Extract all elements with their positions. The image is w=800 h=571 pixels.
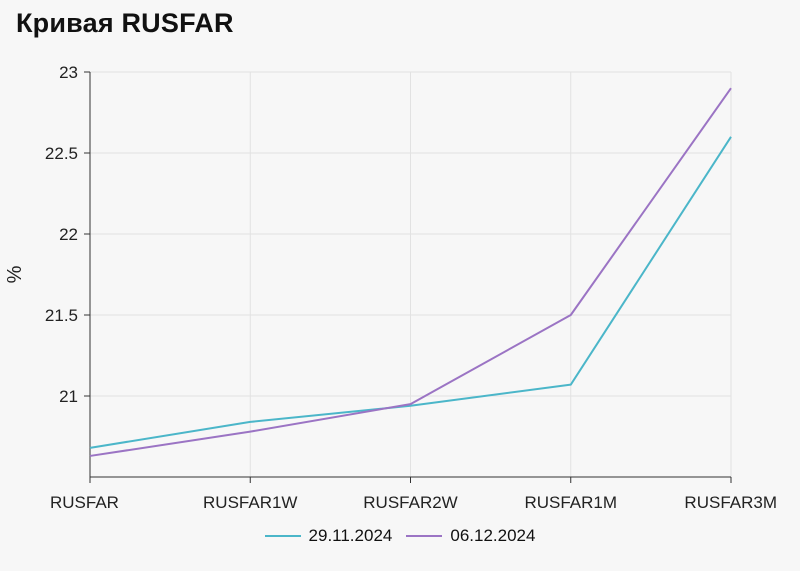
grid-lines [90,71,732,477]
x-tick-label: RUSFAR1M [524,493,617,512]
axes [84,71,732,483]
legend-label: 06.12.2024 [450,526,536,545]
legend-item-1[interactable]: 06.12.2024 [406,526,535,546]
y-tick-label: 21 [59,387,78,406]
y-tick-label: 23 [59,63,78,82]
y-tick-label: 22 [59,225,78,244]
x-tick-label: RUSFAR1W [203,493,297,512]
x-tick-label: RUSFAR3M [684,493,777,512]
x-tick-label: RUSFAR [50,493,119,512]
legend: 29.11.2024 06.12.2024 [0,526,800,546]
y-axis-label: % [4,265,26,283]
x-tick-label: RUSFAR2W [363,493,457,512]
series-line-0 [89,136,732,449]
legend-swatch [406,535,443,537]
y-tick-label: 22.5 [45,144,78,163]
legend-swatch [264,535,301,537]
y-tick-label: 21.5 [45,306,78,325]
legend-item-0[interactable]: 29.11.2024 [264,526,393,546]
legend-label: 29.11.2024 [308,526,393,545]
series-lines [89,87,732,457]
tick-labels: 21 21.5 22 22.5 23 RUSFAR RUSFAR1W RUSFAR2W RUSF… [4,63,777,512]
series-line-1 [89,87,732,457]
chart-title: Кривая RUSFAR [16,8,234,38]
